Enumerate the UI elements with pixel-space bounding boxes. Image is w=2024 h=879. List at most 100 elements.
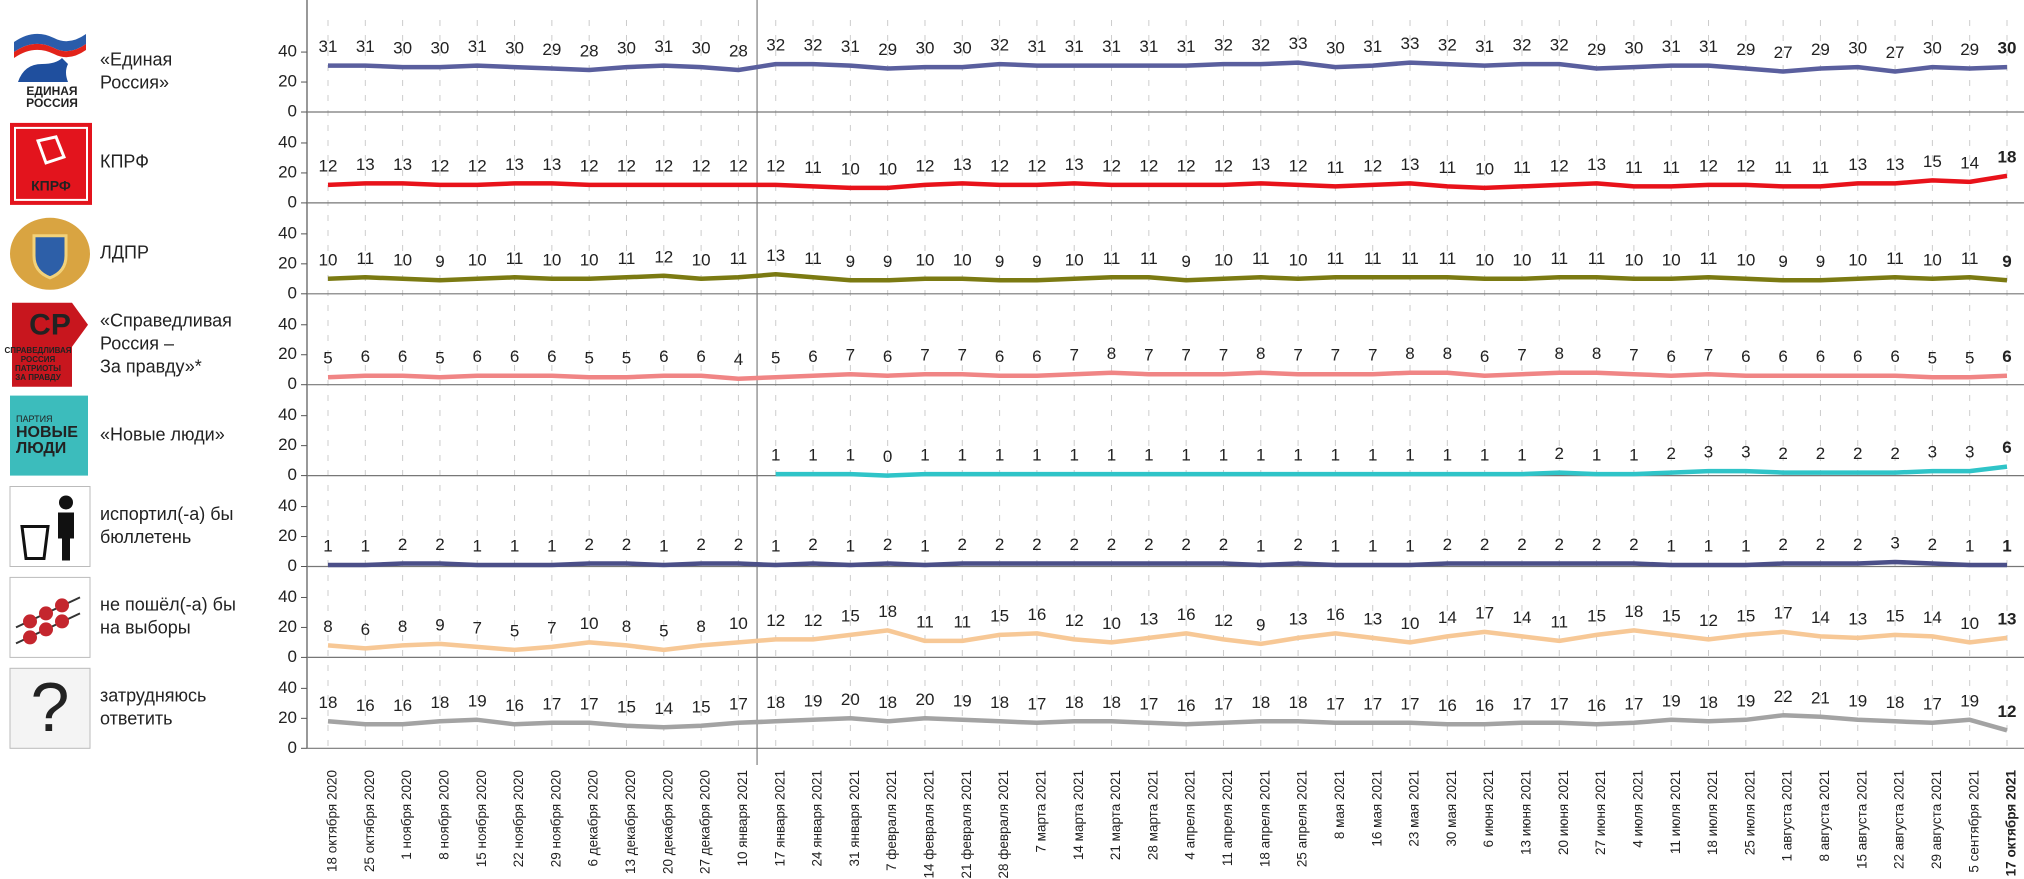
x-tick-label: 28 февраля 2021 [996, 770, 1011, 879]
value-label: 1 [1517, 446, 1526, 465]
value-label: 1 [771, 446, 780, 465]
value-label: 13 [953, 155, 972, 174]
value-label: 2 [1069, 535, 1078, 554]
x-tick-label: 13 июня 2021 [1519, 770, 1534, 855]
logo-flag [14, 33, 86, 52]
value-label: 5 [771, 349, 780, 368]
value-label: 32 [1550, 36, 1569, 55]
value-label: 5 [659, 621, 668, 640]
y-tick-label: 20 [278, 617, 297, 636]
value-label: 32 [1512, 36, 1531, 55]
value-label: 2 [1778, 535, 1787, 554]
value-label: 15 [1587, 606, 1606, 625]
value-label: 7 [1219, 346, 1228, 365]
value-label: 29 [1811, 40, 1830, 59]
y-tick-label: 20 [278, 162, 297, 181]
value-label: 30 [1998, 39, 2017, 58]
logo-text: ПАРТИЯ [16, 414, 53, 424]
value-label: 10 [468, 250, 487, 269]
value-label: 11 [804, 249, 822, 268]
x-tick-label: 4 апреля 2021 [1183, 770, 1198, 860]
value-label: 19 [468, 691, 487, 710]
value-label: 2 [584, 535, 593, 554]
value-label: 17 [1512, 694, 1531, 713]
value-label: 13 [356, 155, 375, 174]
value-label: 11 [506, 249, 524, 268]
value-label: 2 [995, 535, 1004, 554]
x-tick-label: 31 января 2021 [847, 770, 862, 867]
value-label: 13 [766, 246, 785, 265]
value-label: 12 [319, 156, 338, 175]
value-label: 17 [542, 694, 561, 713]
icon-meat [55, 614, 69, 629]
icon-head [59, 495, 73, 510]
value-label: 17 [1363, 694, 1382, 713]
y-tick-label: 40 [278, 223, 297, 242]
value-label: 11 [1513, 158, 1531, 177]
value-label: 17 [729, 694, 748, 713]
x-tick-label: 8 августа 2021 [1817, 770, 1832, 862]
value-label: 7 [958, 346, 967, 365]
value-label: 7 [473, 618, 482, 637]
value-label: 11 [1662, 158, 1680, 177]
y-tick-label: 20 [278, 253, 297, 272]
value-label: 1 [1443, 446, 1452, 465]
value-label: 16 [1177, 605, 1196, 624]
value-label: 6 [473, 347, 482, 366]
value-label: 7 [846, 346, 855, 365]
value-label: 1 [659, 536, 668, 555]
value-label: 31 [468, 37, 487, 56]
value-label: 7 [1629, 346, 1638, 365]
value-label: 7 [1704, 346, 1713, 365]
value-label: 1 [1629, 446, 1638, 465]
value-label: 10 [1475, 159, 1494, 178]
value-label: 19 [1960, 691, 1979, 710]
value-label: 11 [1886, 249, 1904, 268]
y-tick-label: 0 [288, 192, 297, 211]
value-label: 2 [1293, 535, 1302, 554]
value-label: 2 [1219, 535, 1228, 554]
value-label: 18 [1624, 602, 1643, 621]
value-label: 1 [1331, 536, 1340, 555]
value-label: 14 [1811, 608, 1830, 627]
value-label: 31 [1139, 37, 1158, 56]
value-label: 31 [1699, 37, 1718, 56]
value-label: 9 [1778, 252, 1787, 271]
value-label: 18 [1102, 693, 1121, 712]
value-label: 29 [1587, 40, 1606, 59]
value-label: 2 [1517, 535, 1526, 554]
value-label: 1 [1666, 536, 1675, 555]
x-tick-label: 20 декабря 2020 [660, 770, 675, 874]
value-label: 13 [1848, 609, 1867, 628]
x-tick-label: 29 ноября 2020 [548, 770, 563, 867]
value-label: 12 [990, 156, 1009, 175]
value-label: 11 [1401, 249, 1419, 268]
value-label: 9 [1816, 252, 1825, 271]
value-label: 10 [1923, 250, 1942, 269]
value-label: 2 [958, 535, 967, 554]
x-tick-label: 27 декабря 2020 [698, 770, 713, 874]
value-label: 10 [1401, 614, 1420, 633]
value-label: 18 [430, 693, 449, 712]
value-label: 12 [1550, 156, 1569, 175]
value-label: 1 [510, 536, 519, 555]
x-tick-label: 25 апреля 2021 [1295, 770, 1310, 867]
value-label: 2 [622, 535, 631, 554]
x-tick-label: 8 мая 2021 [1332, 770, 1347, 839]
x-tick-label: 8 ноября 2020 [436, 770, 451, 860]
value-label: 6 [659, 347, 668, 366]
logo-text: СР [29, 309, 71, 342]
series-line [327, 272, 2008, 283]
icon-meat [23, 630, 37, 645]
value-label: 6 [1666, 347, 1675, 366]
value-label: 8 [622, 617, 631, 636]
value-label: 1 [2002, 536, 2011, 555]
value-label: 17 [1475, 603, 1494, 622]
value-label: 8 [696, 617, 705, 636]
value-label: 10 [580, 250, 599, 269]
value-label: 5 [435, 349, 444, 368]
value-label: 19 [1662, 691, 1681, 710]
logo-flag [14, 43, 86, 58]
value-label: 17 [1027, 694, 1046, 713]
